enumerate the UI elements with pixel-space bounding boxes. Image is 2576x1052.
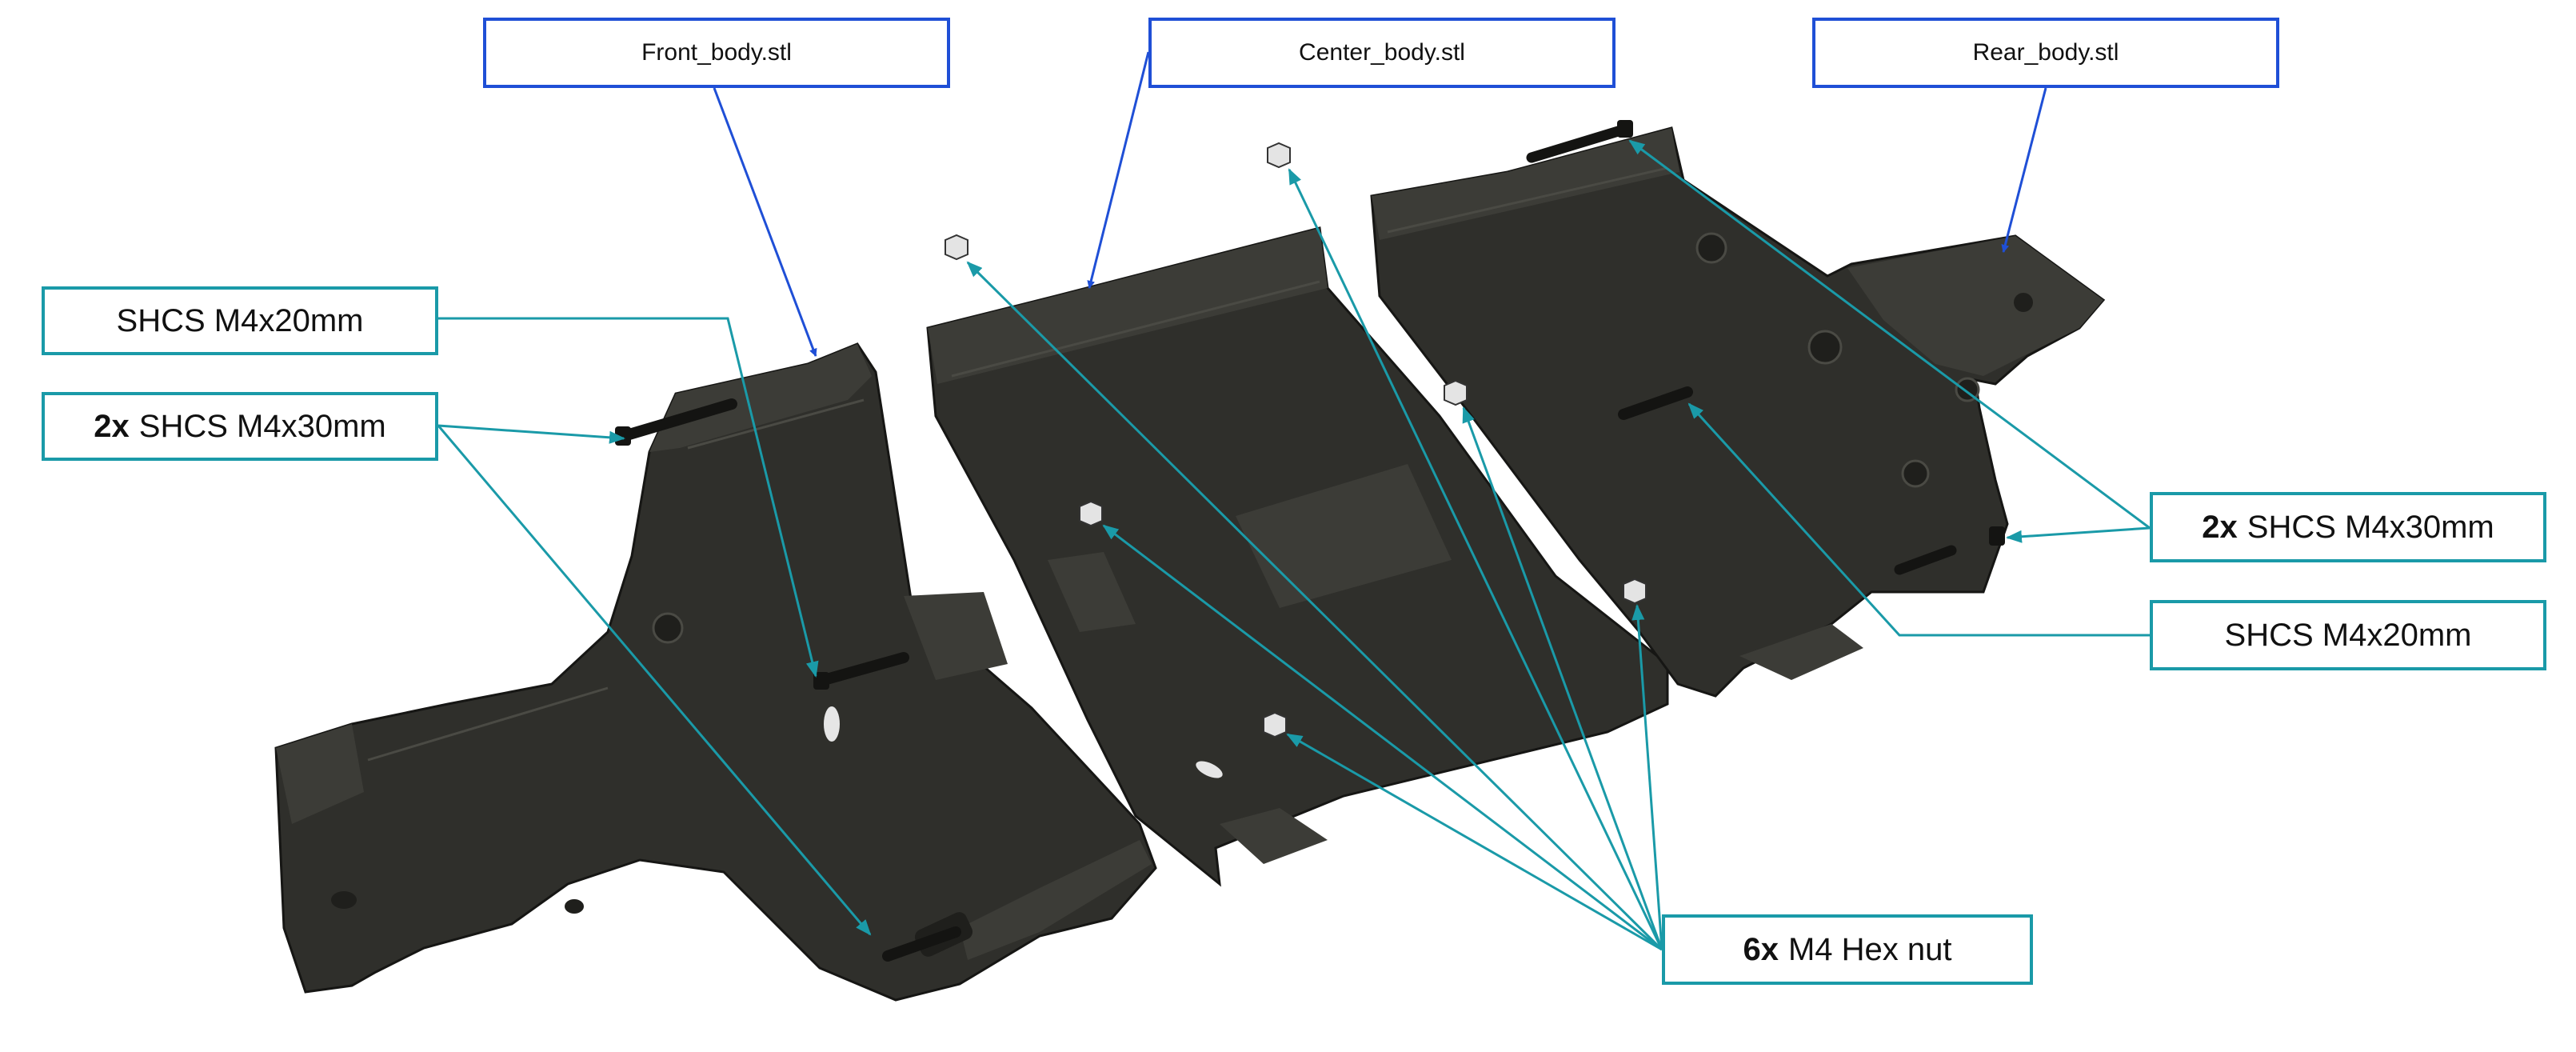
hex-nut-3 — [1444, 379, 1468, 406]
hex-nut-6 — [1263, 711, 1287, 738]
shcs-m4x20-left-text: SHCS M4x20mm — [116, 302, 364, 338]
rear-body-label: Rear_body.stl — [1812, 18, 2279, 88]
shcs-m4x30-right-label: 2x SHCS M4x30mm — [2150, 492, 2546, 562]
hex-nut-1 — [945, 234, 968, 261]
front-body-label: Front_body.stl — [483, 18, 950, 88]
shcs-m4x20-right-text: SHCS M4x20mm — [2224, 617, 2472, 653]
shcs-head-rear-top — [1617, 120, 1633, 138]
hex-nut-5 — [1623, 578, 1647, 605]
shcs-m4x30-left-qty: 2x — [94, 408, 130, 444]
shcs-m4x20-right-label: SHCS M4x20mm — [2150, 600, 2546, 670]
hex-nut-label: 6x M4 Hex nut — [1662, 914, 2033, 985]
hex-nut-4 — [1079, 500, 1103, 527]
shcs-head-rear-right — [1989, 526, 2005, 546]
shcs-m4x30-left-label: 2x SHCS M4x30mm — [42, 392, 438, 461]
hex-nuts — [945, 142, 1647, 738]
shcs-m4x30-right-qty: 2x — [2202, 509, 2238, 545]
hardware-label-leaders — [437, 139, 2151, 951]
hex-nut-qty: 6x — [1743, 931, 1779, 967]
part-label-leaders — [713, 51, 2047, 357]
shcs-m4x20-left-label: SHCS M4x20mm — [42, 286, 438, 355]
shcs-head-front-left — [615, 426, 631, 446]
center-body-label-text: Center_body.stl — [1299, 39, 1465, 66]
shcs-m4x30-left-text: SHCS M4x30mm — [138, 408, 386, 444]
shcs-front-bottom — [882, 926, 961, 962]
shcs-front-mid — [818, 652, 909, 686]
rear-body-label-text: Rear_body.stl — [1972, 39, 2119, 66]
center-body-part — [926, 226, 1669, 887]
shcs-rear-right — [1894, 545, 1957, 575]
shcs-m4x30-right-text: SHCS M4x30mm — [2247, 509, 2494, 545]
shcs-front-left — [618, 398, 737, 442]
hex-nut-2 — [1267, 142, 1291, 169]
center-body-label: Center_body.stl — [1148, 18, 1615, 88]
shcs-rear-mid — [1618, 386, 1693, 420]
front-body-label-text: Front_body.stl — [641, 39, 792, 66]
rear-body-part — [1370, 126, 2106, 698]
shcs-rear-top — [1526, 124, 1629, 163]
hex-nut-text: M4 Hex nut — [1787, 931, 1952, 967]
